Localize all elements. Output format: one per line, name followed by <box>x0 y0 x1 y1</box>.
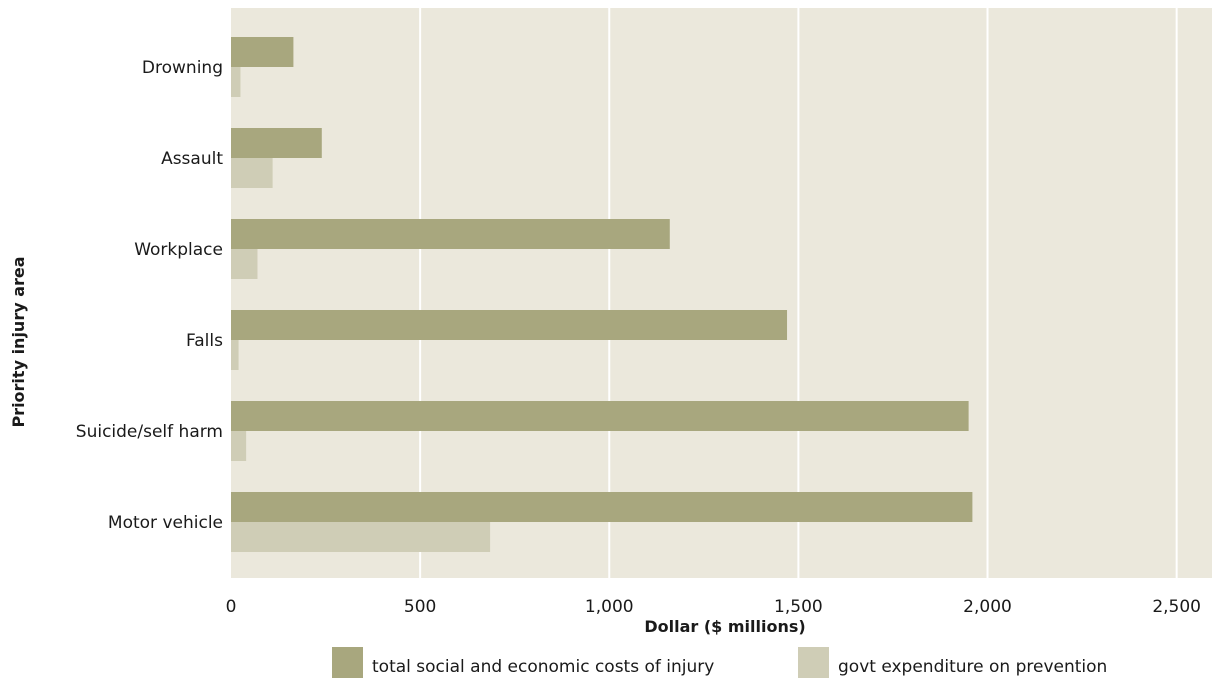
gridlines <box>419 8 1178 578</box>
x-tick-label: 1,000 <box>585 597 634 617</box>
bar-total-costs <box>231 37 294 67</box>
plot-background <box>231 8 1212 578</box>
x-tick-label: 1,500 <box>774 597 823 617</box>
x-axis-ticks: 0 500 1,000 1,500 2,000 2,500 <box>226 597 1201 617</box>
category-label: Suicide/self harm <box>76 422 223 442</box>
legend-label-total-costs: total social and economic costs of injur… <box>372 657 714 677</box>
category-label: Drowning <box>142 58 223 78</box>
x-tick-label: 500 <box>404 597 436 617</box>
bar-total-costs <box>231 128 322 158</box>
bars <box>231 37 973 552</box>
x-tick-label: 2,000 <box>963 597 1012 617</box>
bar-prevention <box>231 340 239 370</box>
y-axis-title: Priority injury area <box>9 256 28 427</box>
bar-prevention <box>231 431 247 461</box>
category-label: Falls <box>186 331 223 351</box>
category-label: Motor vehicle <box>108 513 223 533</box>
bar-prevention <box>231 249 258 279</box>
bar-total-costs <box>231 310 788 340</box>
bar-total-costs <box>231 219 670 249</box>
category-label: Assault <box>161 149 223 169</box>
bar-prevention <box>231 522 491 552</box>
x-axis-title: Dollar ($ millions) <box>644 617 805 636</box>
legend-swatch-total-costs <box>332 647 363 678</box>
legend: total social and economic costs of injur… <box>332 647 1107 678</box>
x-tick-label: 2,500 <box>1152 597 1201 617</box>
bar-prevention <box>231 67 241 97</box>
legend-label-prevention: govt expenditure on prevention <box>838 657 1107 677</box>
legend-swatch-prevention <box>798 647 829 678</box>
bar-total-costs <box>231 401 969 431</box>
category-label: Workplace <box>134 240 223 260</box>
x-tick-label: 0 <box>226 597 237 617</box>
y-axis-categories: Drowning Assault Workplace Falls Suicide/sel… <box>76 58 224 533</box>
bar-total-costs <box>231 492 973 522</box>
bar-prevention <box>231 158 273 188</box>
